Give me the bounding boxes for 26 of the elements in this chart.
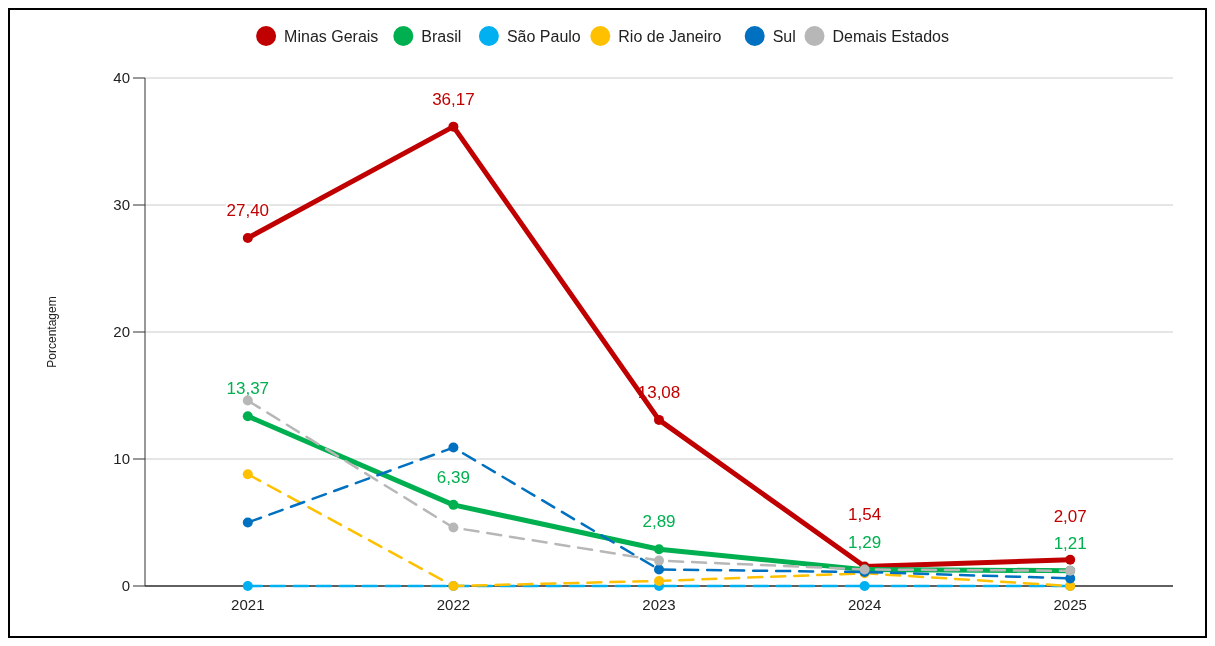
- data-label: 13,37: [226, 379, 270, 399]
- legend-label: Rio de Janeiro: [618, 27, 722, 45]
- x-tick-label: 2025: [1053, 596, 1087, 613]
- y-tick-label: 40: [113, 69, 130, 87]
- legend-label: Sul: [772, 27, 796, 45]
- x-tick-label: 2024: [847, 596, 882, 613]
- y-axis-title: Porcentagem: [45, 296, 59, 368]
- x-tick-label: 2021: [231, 596, 265, 613]
- x-tick-label: 2022: [436, 596, 471, 613]
- data-label: 2,07: [1053, 506, 1087, 526]
- data-label: 27,40: [226, 201, 270, 221]
- legend-label: Demais Estados: [832, 27, 949, 45]
- data-label: 1,54: [848, 505, 882, 525]
- data-label: 1,21: [1053, 533, 1087, 553]
- y-tick-label: 0: [121, 577, 130, 595]
- data-label: 1,29: [848, 532, 882, 552]
- legend-label: Minas Gerais: [284, 27, 379, 45]
- y-tick-label: 30: [113, 196, 130, 214]
- y-tick-label: 20: [113, 323, 130, 341]
- data-label: 2,89: [642, 512, 676, 532]
- legend-label: São Paulo: [506, 27, 581, 45]
- legend-label: Brasil: [421, 27, 462, 45]
- y-tick-label: 10: [113, 450, 130, 468]
- x-tick-label: 2023: [642, 596, 676, 613]
- data-label: 6,39: [436, 467, 470, 487]
- data-label: 36,17: [432, 89, 475, 109]
